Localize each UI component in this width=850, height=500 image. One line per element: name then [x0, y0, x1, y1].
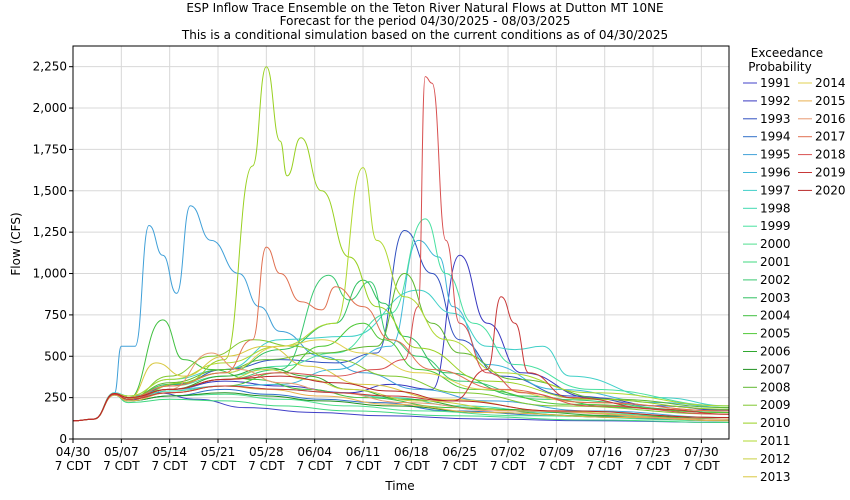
x-tick-label: 7 CDT [393, 459, 430, 473]
series-line-1995 [72, 205, 730, 422]
legend-item: 2019 [815, 166, 846, 180]
legend-item: 1991 [760, 76, 791, 90]
chart-subtitle: Forecast for the period 04/30/2025 - 08/… [280, 14, 571, 28]
x-tick-label: 7 CDT [538, 459, 575, 473]
legend-item: 2005 [760, 327, 791, 341]
x-tick-label: 04/30 [56, 445, 91, 459]
x-tick-label: 05/28 [249, 445, 284, 459]
x-tick-label: 07/23 [636, 445, 671, 459]
x-tick-label: 07/16 [587, 445, 622, 459]
legend-item: 2014 [815, 76, 846, 90]
legend-item: 2018 [815, 148, 846, 162]
x-tick-label: 05/14 [152, 445, 187, 459]
y-tick-label: 2,000 [33, 101, 67, 115]
legend-item: 2015 [815, 94, 846, 108]
x-tick-label: 7 CDT [103, 459, 140, 473]
legend-item: 1998 [760, 201, 791, 215]
y-tick-label: 750 [44, 308, 67, 322]
legend-item: 2000 [760, 237, 791, 251]
x-tick-label: 7 CDT [296, 459, 333, 473]
legend-item: 2001 [760, 255, 791, 269]
legend-item: 2013 [760, 470, 791, 484]
series-line-2010 [72, 66, 730, 422]
legend-item: 2012 [760, 452, 791, 466]
y-tick-label: 1,500 [33, 184, 67, 198]
x-tick-label: 07/09 [539, 445, 574, 459]
chart-subtitle-2: This is a conditional simulation based o… [181, 28, 668, 42]
legend-item: 2004 [760, 309, 791, 323]
legend-item: 2011 [760, 434, 791, 448]
x-tick-label: 07/02 [491, 445, 526, 459]
legend-item: 2003 [760, 291, 791, 305]
x-axis-label: Time [384, 479, 414, 493]
x-tick-label: 7 CDT [490, 459, 527, 473]
x-tick-label: 06/11 [346, 445, 381, 459]
legend-item: 2016 [815, 112, 846, 126]
legend-item: 2010 [760, 416, 791, 430]
y-tick-label: 500 [44, 349, 67, 363]
legend-item: 1993 [760, 112, 791, 126]
grid [72, 46, 729, 440]
x-tick-label: 7 CDT [683, 459, 720, 473]
y-axis: 0 250 500 750 1,000 1,250 1,500 1,750 2,000 2,250 [33, 60, 73, 446]
series-line-2019 [72, 296, 730, 422]
x-tick-label: 7 CDT [248, 459, 285, 473]
series-line-2020 [72, 375, 730, 422]
plot-frame [72, 45, 730, 440]
y-tick-label: 1,750 [33, 142, 67, 156]
legend-item: 1996 [760, 166, 791, 180]
series-line-2018 [72, 76, 730, 422]
legend-item: 1999 [760, 219, 791, 233]
legend-item: 2020 [815, 183, 846, 197]
y-tick-label: 0 [59, 432, 67, 446]
x-tick-label: 7 CDT [151, 459, 188, 473]
legend-item: 1995 [760, 148, 791, 162]
chart-title: ESP Inflow Trace Ensemble on the Teton R… [186, 1, 663, 15]
chart-titles: ESP Inflow Trace Ensemble on the Teton R… [181, 1, 668, 42]
y-axis-label: Flow (CFS) [9, 212, 23, 275]
series-line-2011 [72, 167, 730, 422]
legend-item: 2007 [760, 362, 791, 376]
x-tick-label: 7 CDT [345, 459, 382, 473]
legend-title: Exceedance [751, 46, 823, 60]
x-tick-label: 7 CDT [200, 459, 237, 473]
series-line-2009 [72, 339, 730, 422]
y-tick-label: 2,250 [33, 60, 67, 74]
x-tick-label: 06/04 [297, 445, 332, 459]
x-tick-label: 07/30 [684, 445, 719, 459]
legend-item: 1992 [760, 94, 791, 108]
legend-item: 1994 [760, 130, 791, 144]
y-tick-label: 1,000 [33, 267, 67, 281]
x-tick-label: 06/25 [442, 445, 477, 459]
x-tick-label: 05/07 [104, 445, 139, 459]
legend-item: 2002 [760, 273, 791, 287]
legend-title: Probability [748, 60, 811, 74]
x-tick-label: 7 CDT [587, 459, 624, 473]
series-group [72, 66, 730, 423]
legend-item: 2009 [760, 398, 791, 412]
x-tick-label: 7 CDT [441, 459, 478, 473]
legend-item: 1997 [760, 183, 791, 197]
legend-item: 2006 [760, 345, 791, 359]
x-tick-label: 05/21 [201, 445, 236, 459]
x-tick-label: 06/18 [394, 445, 429, 459]
y-tick-label: 1,250 [33, 225, 67, 239]
x-tick-label: 7 CDT [55, 459, 92, 473]
x-tick-label: 7 CDT [635, 459, 672, 473]
legend-item: 2008 [760, 380, 791, 394]
y-tick-label: 250 [44, 391, 67, 405]
legend-item: 2017 [815, 130, 846, 144]
